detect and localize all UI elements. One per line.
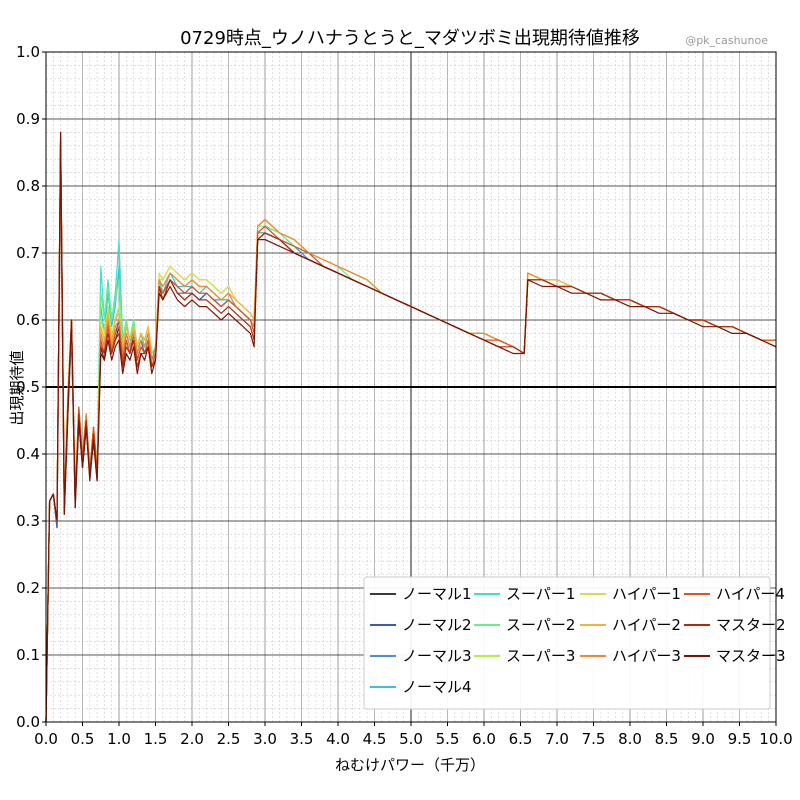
x-tick-label: 5.5 xyxy=(436,730,460,748)
legend-label: マスター2 xyxy=(716,616,786,634)
y-tick-label: 0.9 xyxy=(16,110,40,128)
x-tick-label: 4.5 xyxy=(363,730,387,748)
y-axis-ticks: 0.0 0.1 0.2 0.3 0.4 0.5 0.6 0.7 0.8 0.9 1.0 xyxy=(16,43,46,731)
x-tick-label: 7.5 xyxy=(582,730,606,748)
legend-label: ハイパー4 xyxy=(716,585,785,603)
legend-label: ノーマル1 xyxy=(402,585,472,603)
y-tick-label: 0.5 xyxy=(16,378,40,396)
legend-label: スーパー2 xyxy=(506,616,575,634)
x-tick-label: 6.5 xyxy=(509,730,533,748)
y-tick-label: 0.3 xyxy=(16,512,40,530)
x-tick-label: 1.0 xyxy=(107,730,131,748)
legend-label: マスター3 xyxy=(716,647,786,665)
y-tick-label: 0.8 xyxy=(16,177,40,195)
x-tick-label: 9.5 xyxy=(728,730,752,748)
y-axis-label: 出現期待値 xyxy=(8,350,26,425)
x-tick-label: 9.0 xyxy=(691,730,715,748)
x-tick-label: 10.0 xyxy=(759,730,792,748)
x-tick-label: 0.0 xyxy=(34,730,58,748)
legend-label: ノーマル2 xyxy=(402,616,472,634)
x-tick-label: 3.0 xyxy=(253,730,277,748)
y-tick-label: 0.1 xyxy=(16,646,40,664)
x-tick-label: 2.0 xyxy=(180,730,204,748)
series-line xyxy=(45,131,777,723)
legend-label: ノーマル3 xyxy=(402,647,472,665)
x-tick-label: 2.5 xyxy=(217,730,241,748)
legend-label: ハイパー2 xyxy=(612,616,681,634)
x-tick-label: 1.5 xyxy=(144,730,168,748)
x-tick-label: 3.5 xyxy=(290,730,314,748)
legend-label: ハイパー1 xyxy=(612,585,681,603)
legend-label: スーパー3 xyxy=(506,647,575,665)
x-tick-label: 0.5 xyxy=(71,730,95,748)
y-tick-label: 0.0 xyxy=(16,713,40,731)
legend-label: スーパー1 xyxy=(506,585,575,603)
y-tick-label: 0.7 xyxy=(16,244,40,262)
y-tick-label: 1.0 xyxy=(16,43,40,61)
series-layer xyxy=(45,131,777,723)
x-tick-label: 4.0 xyxy=(326,730,350,748)
x-tick-label: 8.0 xyxy=(618,730,642,748)
y-tick-label: 0.6 xyxy=(16,311,40,329)
credit-text: @pk_cashunoe xyxy=(685,34,768,47)
legend-box xyxy=(363,576,771,710)
x-tick-label: 8.5 xyxy=(655,730,679,748)
x-tick-label: 6.0 xyxy=(472,730,496,748)
legend-label: ハイパー3 xyxy=(612,647,681,665)
legend: ノーマル1 ノーマル2 ノーマル3 ノーマル4 スーパー1 スーパー2 スーパー3 ハイパー1… xyxy=(363,576,786,710)
y-tick-label: 0.4 xyxy=(16,445,40,463)
x-tick-label: 5.0 xyxy=(399,730,423,748)
x-axis-ticks: 0.0 0.5 1.0 1.5 2.0 2.5 3.0 3.5 4.0 4.5 5.0 5.5 6.0 6… xyxy=(34,722,793,748)
x-axis-label: ねむけパワー（千万） xyxy=(335,756,485,774)
chart-title: 0729時点_ウノハナうとうと_マダツボミ出現期待値推移 xyxy=(180,28,640,49)
x-tick-label: 7.0 xyxy=(545,730,569,748)
y-tick-label: 0.2 xyxy=(16,579,40,597)
legend-label: ノーマル4 xyxy=(402,678,472,696)
